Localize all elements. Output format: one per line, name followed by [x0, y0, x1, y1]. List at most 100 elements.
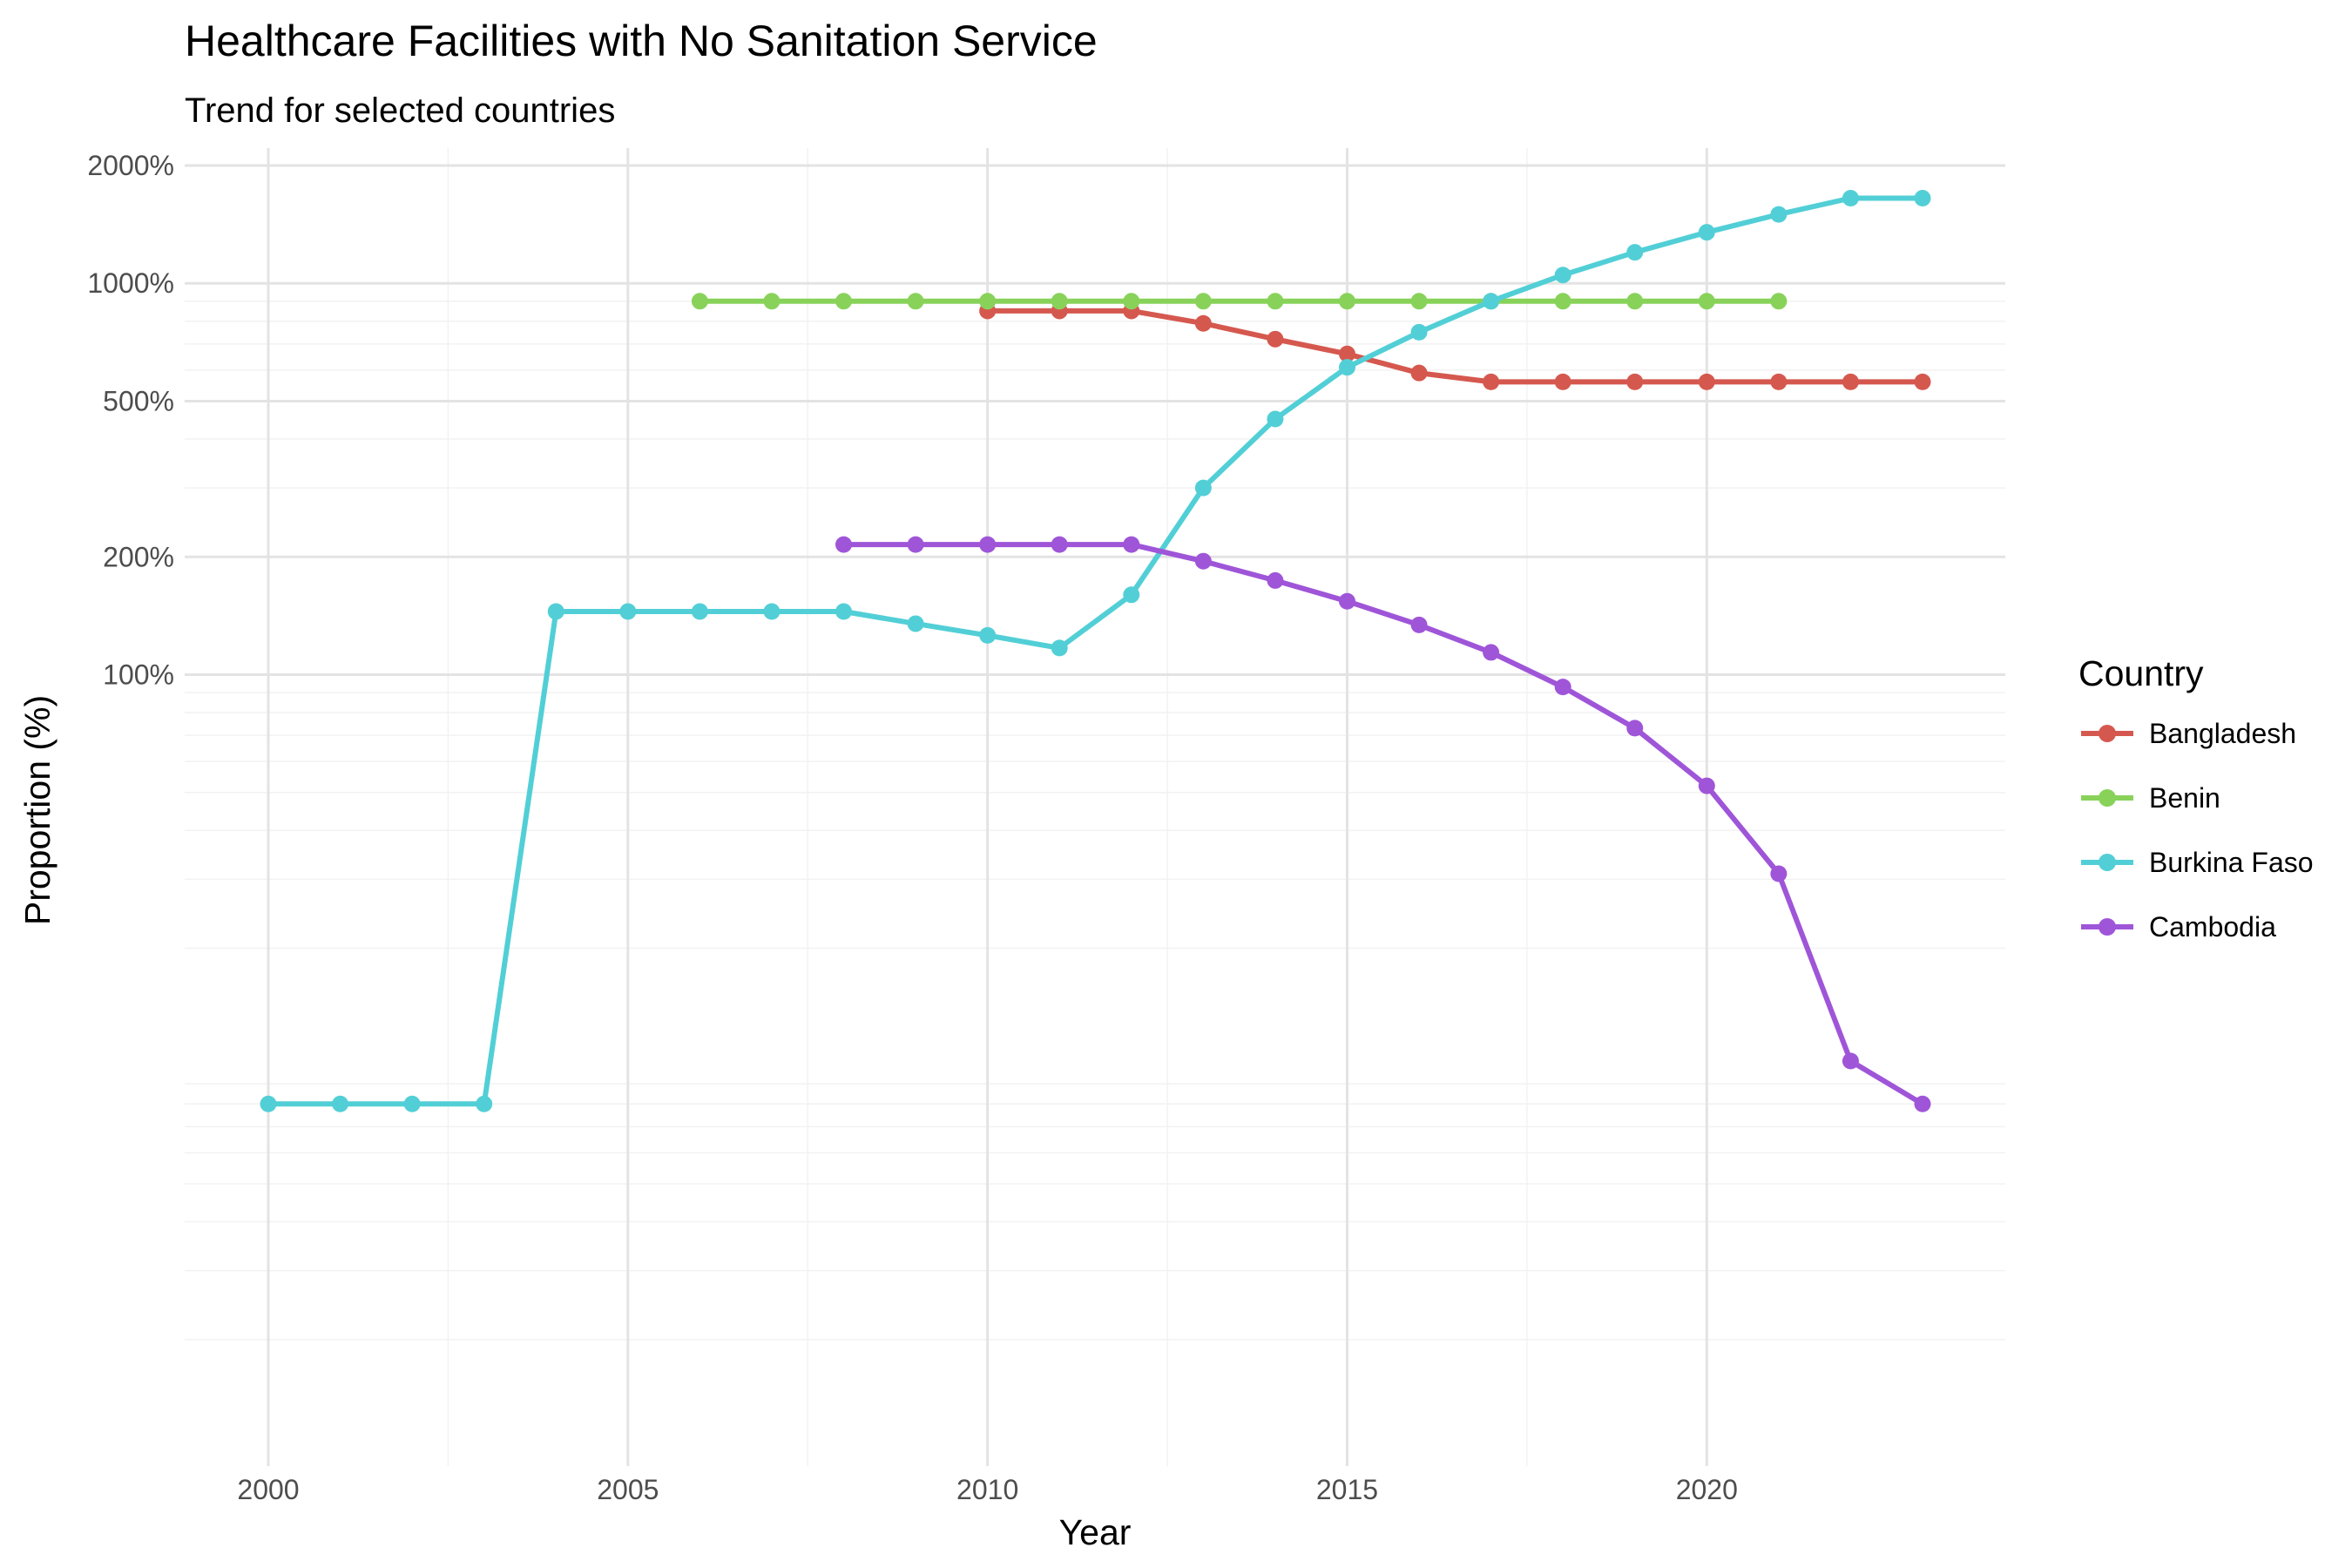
legend-marker-bangladesh	[2099, 725, 2116, 742]
legend-item-cambodia: Cambodia	[2081, 911, 2276, 943]
data-point-burkina-faso	[1770, 206, 1788, 223]
data-point-cambodia	[1914, 1095, 1931, 1112]
series-line-bangladesh	[984, 308, 1925, 385]
data-point-cambodia	[1267, 571, 1284, 589]
chart-title: Healthcare Facilities with No Sanitation…	[185, 17, 1098, 65]
data-point-cambodia	[1554, 679, 1571, 696]
legend-item-benin: Benin	[2081, 782, 2220, 814]
legend-label-cambodia: Cambodia	[2149, 911, 2276, 943]
data-point-burkina-faso	[907, 615, 924, 632]
data-point-burkina-faso	[619, 603, 637, 620]
data-point-cambodia	[1051, 536, 1068, 553]
data-point-cambodia	[1483, 644, 1500, 661]
data-point-burkina-faso	[1267, 410, 1284, 428]
legend-label-benin: Benin	[2149, 782, 2220, 814]
data-point-benin	[1554, 293, 1571, 310]
data-point-benin	[763, 293, 781, 310]
y-tick-label: 200%	[103, 541, 174, 572]
legend-label-burkina-faso: Burkina Faso	[2149, 847, 2314, 878]
y-tick-label: 2000%	[87, 150, 174, 181]
series-layer	[260, 190, 1931, 1112]
data-point-burkina-faso	[979, 626, 997, 644]
data-point-bangladesh	[1914, 373, 1931, 390]
x-tick-label: 2020	[1676, 1474, 1738, 1505]
legend-marker-benin	[2099, 789, 2116, 807]
data-point-bangladesh	[1626, 373, 1644, 390]
data-point-cambodia	[1123, 536, 1140, 553]
y-axis-title: Proportion (%)	[17, 695, 57, 925]
data-point-burkina-faso	[1626, 244, 1644, 261]
data-point-burkina-faso	[691, 603, 708, 620]
data-point-burkina-faso	[476, 1095, 493, 1112]
data-point-cambodia	[1842, 1052, 1859, 1070]
series-burkina-faso	[260, 190, 1931, 1112]
data-point-bangladesh	[1698, 373, 1715, 390]
data-point-burkina-faso	[1051, 639, 1068, 657]
data-point-benin	[907, 293, 924, 310]
legend-items: Bangladesh Benin Burkina Faso Cambodia	[2081, 718, 2314, 943]
data-point-burkina-faso	[1914, 190, 1931, 207]
series-benin	[691, 293, 1788, 310]
data-point-cambodia	[979, 536, 997, 553]
x-axis-ticks: 2000 2005 2010 2015 2020	[237, 1474, 1737, 1505]
data-point-benin	[1051, 293, 1068, 310]
data-point-cambodia	[1338, 592, 1355, 610]
data-point-benin	[1698, 293, 1715, 310]
data-point-bangladesh	[1554, 373, 1571, 390]
data-point-benin	[1194, 293, 1212, 310]
data-point-cambodia	[1770, 865, 1788, 882]
legend-marker-cambodia	[2099, 918, 2116, 936]
data-point-bangladesh	[1338, 345, 1355, 362]
legend-marker-burkina-faso	[2099, 854, 2116, 871]
legend-title: Country	[2078, 653, 2204, 693]
data-point-benin	[835, 293, 853, 310]
legend-item-burkina-faso: Burkina Faso	[2081, 847, 2314, 878]
data-point-burkina-faso	[1554, 267, 1571, 284]
series-line-cambodia	[841, 542, 1925, 1107]
legend: Country Bangladesh Benin Burkina Faso Cambo…	[2078, 653, 2314, 943]
data-point-benin	[1410, 293, 1428, 310]
legend-item-bangladesh: Bangladesh	[2081, 718, 2296, 749]
data-point-benin	[1770, 293, 1788, 310]
x-tick-label: 2010	[956, 1474, 1018, 1505]
data-point-cambodia	[907, 536, 924, 553]
data-point-cambodia	[1410, 616, 1428, 633]
x-tick-label: 2000	[237, 1474, 299, 1505]
legend-label-bangladesh: Bangladesh	[2149, 718, 2296, 749]
y-tick-label: 500%	[103, 385, 174, 416]
data-point-burkina-faso	[547, 603, 564, 620]
series-line-burkina-faso	[266, 195, 1925, 1107]
data-point-burkina-faso	[1842, 190, 1859, 207]
y-tick-label: 100%	[103, 659, 174, 690]
y-axis-ticks: 100% 200% 500% 1000% 2000%	[87, 150, 174, 690]
data-point-bangladesh	[1410, 364, 1428, 382]
data-point-benin	[691, 293, 708, 310]
data-point-burkina-faso	[1410, 323, 1428, 341]
data-point-cambodia	[1626, 720, 1644, 737]
x-tick-label: 2005	[597, 1474, 659, 1505]
data-point-burkina-faso	[1483, 293, 1500, 310]
data-point-benin	[1267, 293, 1284, 310]
data-point-bangladesh	[1483, 373, 1500, 390]
data-point-burkina-faso	[260, 1095, 277, 1112]
data-point-benin	[1123, 293, 1140, 310]
chart-subtitle: Trend for selected countries	[185, 91, 615, 130]
x-tick-label: 2015	[1316, 1474, 1378, 1505]
data-point-burkina-faso	[1338, 359, 1355, 376]
data-point-burkina-faso	[403, 1095, 421, 1112]
data-point-bangladesh	[1194, 314, 1212, 332]
grid	[185, 148, 2005, 1466]
data-point-burkina-faso	[1123, 586, 1140, 604]
data-point-burkina-faso	[1698, 224, 1715, 241]
data-point-bangladesh	[1770, 373, 1788, 390]
data-point-burkina-faso	[332, 1095, 349, 1112]
x-axis-title: Year	[1059, 1512, 1132, 1552]
data-point-cambodia	[1698, 777, 1715, 794]
data-point-benin	[1338, 293, 1355, 310]
series-cambodia	[835, 536, 1931, 1112]
data-point-burkina-faso	[835, 603, 853, 620]
data-point-bangladesh	[1267, 330, 1284, 348]
data-point-bangladesh	[1842, 373, 1859, 390]
data-point-cambodia	[1194, 552, 1212, 570]
